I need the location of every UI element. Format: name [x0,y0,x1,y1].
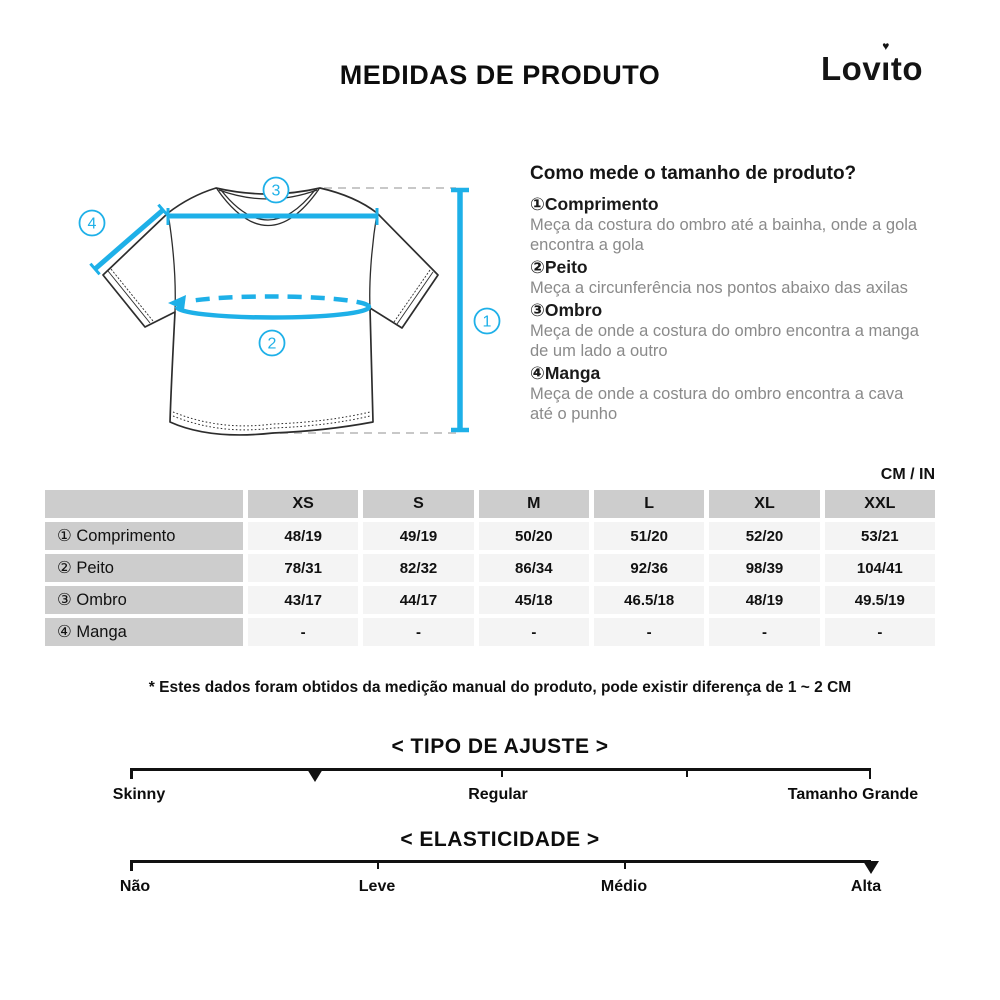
howto-desc: Meça da costura do ombro até a bainha, o… [530,216,918,254]
howto-section: Como mede o tamanho de produto? ①Comprim… [530,163,922,424]
elasticity-label-alta: Alta [850,878,882,895]
circle-label-1: 1 [483,314,492,331]
brand-logo: Lov ♥ ıto [821,40,923,88]
size-col-header: M [478,490,589,518]
measure-row-label: ① Comprimento [45,522,243,550]
size-col-header: S [363,490,474,518]
size-cell: 49/19 [363,522,474,550]
size-table: XS S M L XL XXL ① Comprimento 48/19 49/1… [45,490,935,646]
fit-tick-mid [500,768,503,777]
size-cell: 51/20 [594,522,705,550]
size-col-header: XS [248,490,359,518]
measure-row-label: ③ Ombro [45,586,243,614]
size-cell: 43/17 [248,586,359,614]
size-cell: - [594,618,705,646]
size-cell: 45/18 [478,586,589,614]
fit-tick-start [130,768,133,779]
brand-text-i: ı [881,50,891,87]
circle-label-3: 3 [272,183,281,200]
size-cell: 46.5/18 [594,586,705,614]
elasticity-scale-labels: Não Leve Médio Alta [0,878,1000,898]
howto-desc: Meça de onde a costura do ombro encontra… [530,385,904,423]
circle-label-4: 4 [88,216,97,233]
measurement-footnote: * Estes dados foram obtidos da medição m… [148,679,852,696]
page-title: MEDIDAS DE PRODUTO [339,60,661,90]
fit-label-regular: Regular [468,786,528,803]
guide-dashes [266,187,456,434]
fit-scale-line [130,768,871,782]
howto-item: ①Comprimento Meça da costura do ombro at… [530,194,922,255]
fit-marker-icon [307,769,324,782]
elasticity-tick-67 [624,860,627,869]
elasticity-scale-title: < ELASTICIDADE > [400,828,600,851]
size-cell: - [478,618,589,646]
howto-item: ③Ombro Meça de onde a costura do ombro e… [530,300,922,361]
howto-term: ②Peito [530,257,588,277]
size-col-header: XXL [824,490,935,518]
size-cell: 104/41 [824,554,935,582]
size-cell: - [824,618,935,646]
fit-scale-labels: Skinny Regular Tamanho Grande [0,786,1000,806]
measure-row-label: ② Peito [45,554,243,582]
units-label: CM / IN [880,466,935,483]
howto-term: ①Comprimento [530,194,659,214]
heart-icon: ♥ [882,39,890,53]
howto-desc: Meça de onde a costura do ombro encontra… [530,322,919,360]
size-cell: 52/20 [709,522,820,550]
cuff-stitches [107,268,434,325]
size-cell: 92/36 [594,554,705,582]
tshirt-outline [102,187,439,436]
howto-heading: Como mede o tamanho de produto? [530,163,857,184]
diagram-circle-labels: 1 2 3 4 [78,176,501,357]
size-cell: - [709,618,820,646]
size-cell: 53/21 [824,522,935,550]
fit-scale-title: < TIPO DE AJUSTE > [391,735,609,758]
howto-desc: Meça a circunferência nos pontos abaixo … [530,279,908,297]
size-cell: 78/31 [248,554,359,582]
size-cell: 44/17 [363,586,474,614]
measurement-indicators [89,187,469,433]
howto-term: ④Manga [530,363,601,383]
fit-tick-end [868,768,871,779]
size-cell: 48/19 [248,522,359,550]
size-cell: - [248,618,359,646]
size-cell: 48/19 [709,586,820,614]
size-cell: 98/39 [709,554,820,582]
size-cell: 49.5/19 [824,586,935,614]
size-col-header: XL [709,490,820,518]
size-cell: 50/20 [478,522,589,550]
howto-item: ②Peito Meça a circunferência nos pontos … [530,257,922,298]
size-cell: - [363,618,474,646]
chest-arrow-icon [168,295,186,310]
size-cell: 86/34 [478,554,589,582]
circle-label-2: 2 [268,336,277,353]
howto-term: ③Ombro [530,300,603,320]
elasticity-label-leve: Leve [358,878,396,895]
elasticity-label-medio: Médio [600,878,648,895]
size-col-header-empty [45,490,243,518]
elasticity-tick-33 [376,860,379,869]
tshirt-measurement-diagram: 1 2 3 4 [78,176,501,436]
measure-row-label: ④ Manga [45,618,243,646]
size-col-header: L [594,490,705,518]
hem-stitches [172,411,371,431]
elasticity-scale-line [130,860,879,874]
fit-tick-75 [685,768,688,777]
brand-text-pre: Lov [821,50,882,87]
elasticity-label-nao: Não [119,878,151,895]
fit-label-skinny: Skinny [112,786,166,803]
elasticity-tick-start [130,860,133,871]
fit-label-oversize: Tamanho Grande [787,786,919,803]
elasticity-marker-icon [863,861,879,874]
brand-text-post: to [890,50,923,87]
howto-item: ④Manga Meça de onde a costura do ombro e… [530,363,922,424]
size-cell: 82/32 [363,554,474,582]
